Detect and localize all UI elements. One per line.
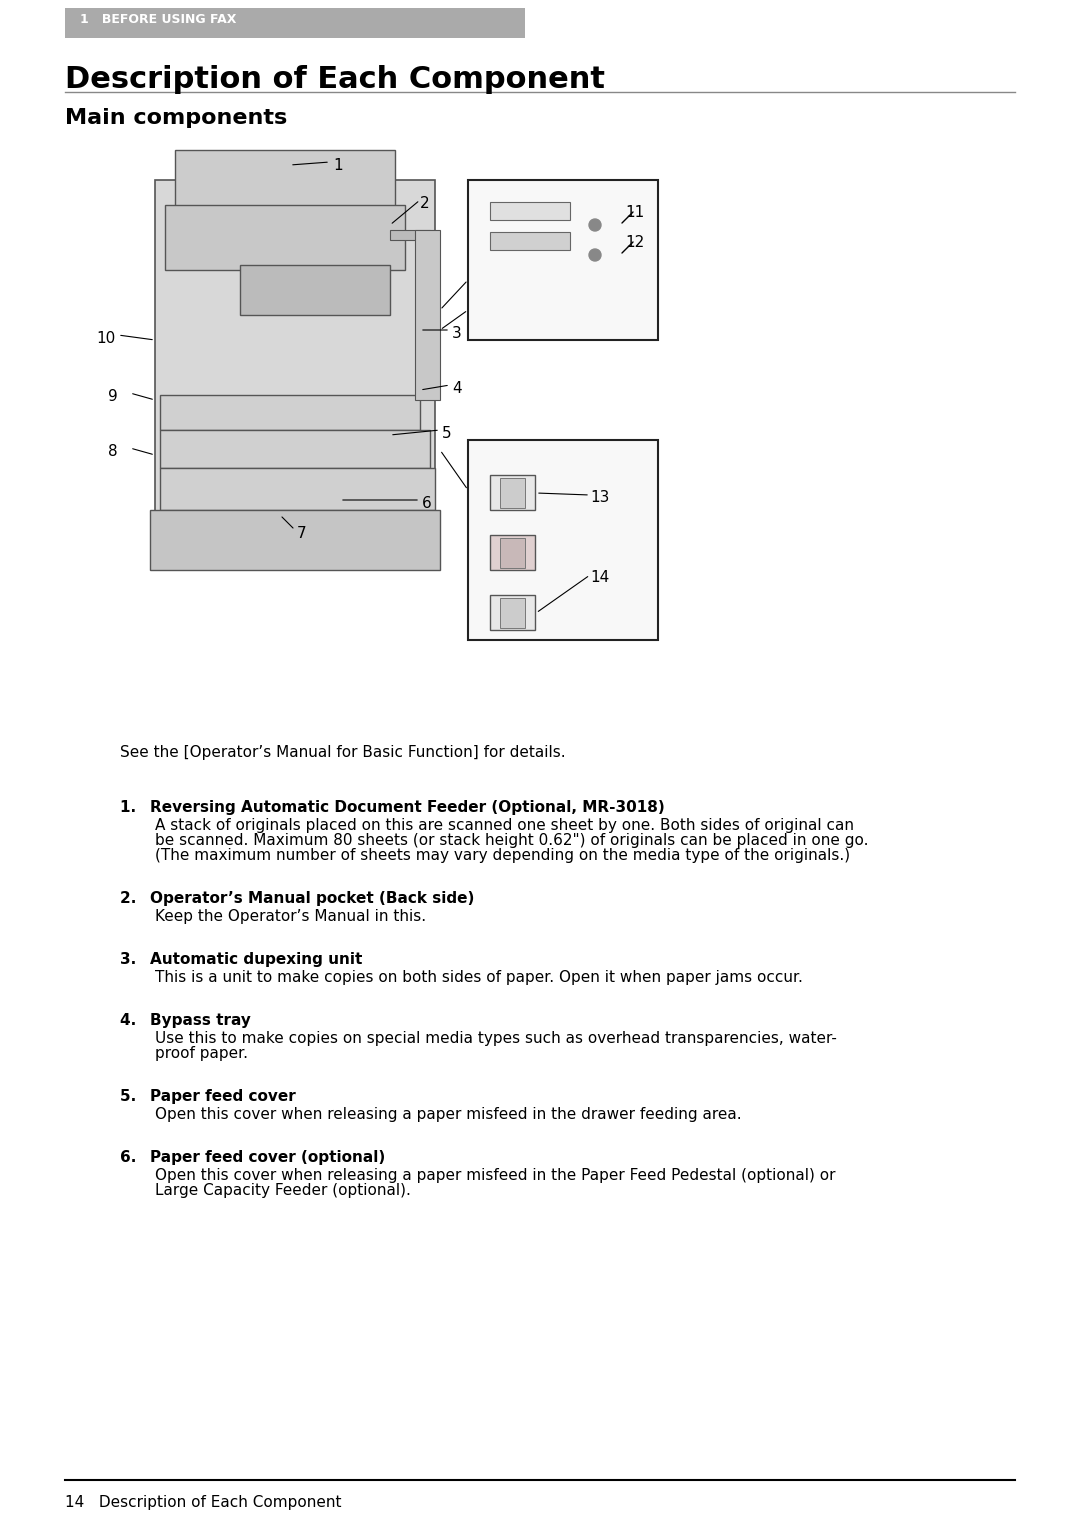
Text: 3: 3 [453, 327, 462, 340]
Text: Bypass tray: Bypass tray [150, 1013, 251, 1029]
Text: (The maximum number of sheets may vary depending on the media type of the origin: (The maximum number of sheets may vary d… [156, 848, 850, 864]
Text: Reversing Automatic Document Feeder (Optional, MR-3018): Reversing Automatic Document Feeder (Opt… [150, 800, 665, 815]
Text: Paper feed cover (optional): Paper feed cover (optional) [150, 1151, 386, 1164]
Circle shape [589, 220, 600, 230]
Bar [468, 439, 658, 639]
Bar [165, 204, 405, 270]
Text: 9: 9 [108, 389, 118, 404]
Text: Use this to make copies on special media types such as overhead transparencies, : Use this to make copies on special media… [156, 1032, 837, 1045]
Bar [65, 8, 525, 38]
Text: This is a unit to make copies on both sides of paper. Open it when paper jams oc: This is a unit to make copies on both si… [156, 971, 802, 984]
Text: 10: 10 [96, 331, 116, 346]
Text: Large Capacity Feeder (optional).: Large Capacity Feeder (optional). [156, 1183, 410, 1198]
Bar [160, 430, 430, 468]
Text: 1: 1 [333, 159, 342, 172]
Text: 2.: 2. [120, 891, 147, 906]
Text: proof paper.: proof paper. [156, 1045, 248, 1061]
Text: See the [Operator’s Manual for Basic Function] for details.: See the [Operator’s Manual for Basic Fun… [120, 745, 566, 760]
Bar [175, 150, 395, 211]
Bar [160, 468, 435, 510]
Bar [500, 598, 525, 629]
Text: 8: 8 [108, 444, 118, 459]
Text: be scanned. Maximum 80 sheets (or stack height 0.62") of originals can be placed: be scanned. Maximum 80 sheets (or stack … [156, 833, 868, 848]
Bar [500, 539, 525, 568]
Bar [468, 180, 658, 340]
Circle shape [589, 249, 600, 261]
Bar [490, 536, 535, 571]
Bar [240, 266, 390, 314]
Bar [150, 510, 440, 571]
Bar [490, 201, 570, 220]
Text: 7: 7 [297, 526, 307, 542]
Text: 5: 5 [442, 426, 451, 441]
Text: Operator’s Manual pocket (Back side): Operator’s Manual pocket (Back side) [150, 891, 474, 906]
Bar [390, 230, 430, 240]
Bar [490, 232, 570, 250]
Text: Open this cover when releasing a paper misfeed in the Paper Feed Pedestal (optio: Open this cover when releasing a paper m… [156, 1167, 836, 1183]
Text: Open this cover when releasing a paper misfeed in the drawer feeding area.: Open this cover when releasing a paper m… [156, 1106, 742, 1122]
Text: 5.: 5. [120, 1090, 147, 1103]
Bar [156, 180, 435, 571]
Text: Paper feed cover: Paper feed cover [150, 1090, 296, 1103]
Text: Keep the Operator’s Manual in this.: Keep the Operator’s Manual in this. [156, 909, 427, 925]
Text: 6: 6 [422, 496, 432, 511]
Text: 14   Description of Each Component: 14 Description of Each Component [65, 1495, 341, 1511]
Bar [490, 595, 535, 630]
Text: 14: 14 [590, 571, 609, 584]
Text: 3.: 3. [120, 952, 147, 967]
Bar [415, 230, 440, 400]
Text: Description of Each Component: Description of Each Component [65, 66, 605, 95]
Text: 13: 13 [590, 490, 609, 505]
Text: 6.: 6. [120, 1151, 147, 1164]
Text: 1.: 1. [120, 800, 147, 815]
Text: 4.: 4. [120, 1013, 147, 1029]
Text: Automatic dupexing unit: Automatic dupexing unit [150, 952, 363, 967]
Bar [500, 478, 525, 508]
Text: 12: 12 [625, 235, 645, 250]
Text: Main components: Main components [65, 108, 287, 128]
Bar [160, 395, 420, 430]
Text: 11: 11 [625, 204, 645, 220]
Text: 4: 4 [453, 382, 461, 397]
Bar [490, 475, 535, 510]
Text: 2: 2 [420, 195, 430, 211]
Text: A stack of originals placed on this are scanned one sheet by one. Both sides of : A stack of originals placed on this are … [156, 818, 854, 833]
Text: 1   BEFORE USING FAX: 1 BEFORE USING FAX [80, 14, 237, 26]
